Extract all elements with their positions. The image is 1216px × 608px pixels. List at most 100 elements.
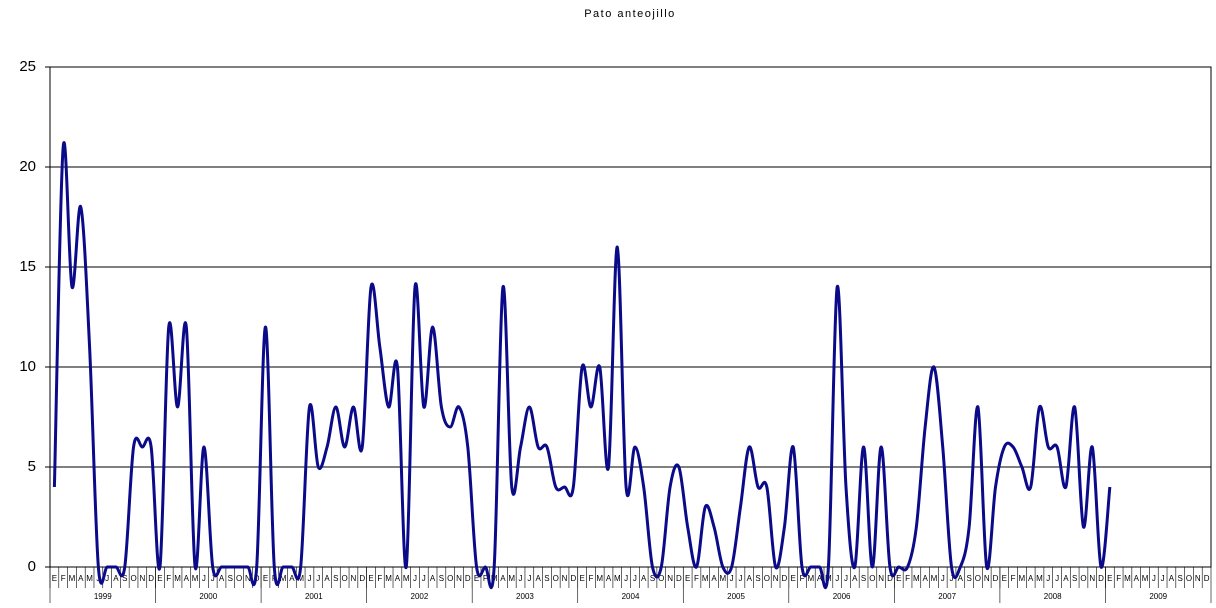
x-tick-label: N [667,574,673,583]
x-tick-label: O [447,574,453,583]
x-tick-label: A [113,574,119,583]
x-tick-label: A [1028,574,1034,583]
x-group-label: 2005 [727,592,745,601]
x-tick-label: F [694,574,699,583]
x-tick-label: F [483,574,488,583]
x-group-label: 2009 [1149,592,1167,601]
x-tick-label: E [474,574,479,583]
x-tick-label: D [887,574,893,583]
x-tick-label: D [359,574,365,583]
x-tick-label: J [519,574,523,583]
x-tick-label: J [624,574,628,583]
x-tick-label: M [807,574,814,583]
x-tick-label: M [720,574,727,583]
x-tick-label: J [527,574,531,583]
x-tick-label: N [984,574,990,583]
x-tick-label: J [422,574,426,583]
x-tick-label: D [1204,574,1210,583]
x-group-label: 2008 [1044,592,1062,601]
x-tick-label: M [297,574,304,583]
x-tick-label: F [61,574,66,583]
y-tick-label: 5 [28,458,36,475]
x-tick-label: J [844,574,848,583]
x-tick-label: A [1134,574,1140,583]
x-tick-label: E [52,574,57,583]
x-tick-label: J [738,574,742,583]
x-tick-label: M [702,574,709,583]
x-tick-label: A [289,574,295,583]
x-tick-label: E [791,574,796,583]
x-tick-label: S [1178,574,1183,583]
x-tick-label: O [764,574,770,583]
x-tick-label: J [105,574,109,583]
x-tick-label: M [596,574,603,583]
x-tick-label: A [852,574,858,583]
plot-area [49,66,1212,568]
x-tick-label: F [905,574,910,583]
x-tick-label: N [562,574,568,583]
x-tick-label: M [508,574,515,583]
x-tick-label: A [922,574,928,583]
chart-title: Pato anteojillo [584,8,676,20]
x-tick-label: A [606,574,612,583]
x-tick-label: S [755,574,760,583]
x-tick-label: S [544,574,549,583]
x-tick-label: A [430,574,436,583]
x-tick-label: D [465,574,471,583]
x-group-label: 2003 [516,592,534,601]
x-group-label: 2004 [622,592,640,601]
x-tick-label: A [500,574,506,583]
x-tick-label: O [236,574,242,583]
x-tick-label: M [403,574,410,583]
x-tick-label: D [1098,574,1104,583]
x-tick-label: S [333,574,338,583]
x-tick-label: A [1169,574,1175,583]
x-tick-label: J [1152,574,1156,583]
x-tick-label: M [931,574,938,583]
x-tick-label: J [202,574,206,583]
x-tick-label: O [1080,574,1086,583]
x-tick-label: O [342,574,348,583]
x-tick-label: M [385,574,392,583]
x-tick-label: D [570,574,576,583]
x-tick-label: O [130,574,136,583]
x-group-label: 2007 [938,592,956,601]
x-tick-label: O [658,574,664,583]
x-tick-label: A [535,574,541,583]
x-tick-label: S [228,574,233,583]
x-tick-label: N [878,574,884,583]
x-tick-label: S [861,574,866,583]
x-tick-label: A [1063,574,1069,583]
x-tick-label: F [1011,574,1016,583]
x-tick-label: E [579,574,584,583]
y-tick-label: 15 [19,258,36,275]
x-tick-label: A [711,574,717,583]
x-tick-label: E [368,574,373,583]
x-tick-label: O [975,574,981,583]
x-tick-label: M [174,574,181,583]
x-tick-label: M [614,574,621,583]
x-tick-label: F [166,574,171,583]
x-tick-label: N [139,574,145,583]
x-tick-label: N [351,574,357,583]
x-tick-label: J [950,574,954,583]
x-tick-label: S [650,574,655,583]
x-tick-label: J [413,574,417,583]
x-tick-label: F [1116,574,1121,583]
data-line [52,141,1112,590]
x-tick-label: J [316,574,320,583]
x-tick-label: M [280,574,287,583]
x-tick-label: J [1161,574,1165,583]
x-tick-label: S [966,574,971,583]
x-tick-label: S [122,574,127,583]
x-tick-label: M [1036,574,1043,583]
x-tick-label: M [86,574,93,583]
x-tick-label: N [773,574,779,583]
x-tick-label: A [817,574,823,583]
x-tick-label: J [633,574,637,583]
x-tick-label: A [641,574,647,583]
x-tick-label: A [324,574,330,583]
x-group-label: 1999 [94,592,112,601]
x-tick-label: O [869,574,875,583]
